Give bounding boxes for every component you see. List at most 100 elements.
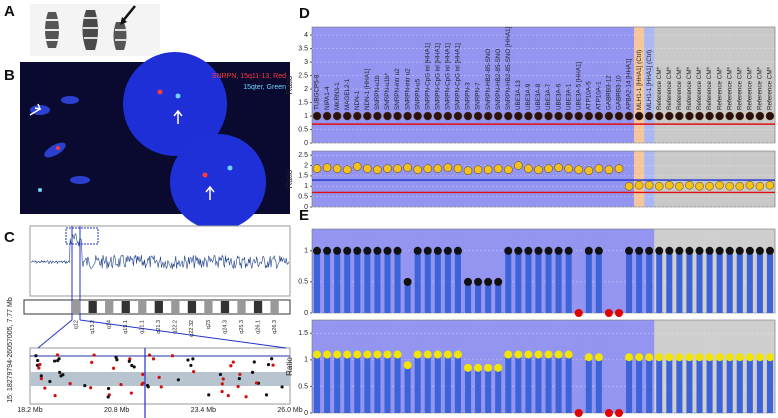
probe-band <box>573 229 585 313</box>
data-point <box>443 163 453 172</box>
cytoband <box>187 301 197 313</box>
bar <box>364 250 371 313</box>
data-point <box>514 161 523 170</box>
probe-label: SNRPN-u5 <box>414 78 421 110</box>
data-point <box>443 111 453 121</box>
chromosome-image <box>30 4 160 56</box>
cytoband-label: q24.3 <box>222 320 228 334</box>
data-point <box>675 111 684 121</box>
data-point <box>554 350 563 359</box>
probe-band <box>543 27 554 143</box>
cytoband-label: q14 <box>107 320 113 329</box>
data-point <box>544 350 553 359</box>
plot-frame <box>311 319 776 414</box>
data-point <box>353 162 362 171</box>
probe-dot <box>244 395 248 399</box>
data-point <box>594 246 603 255</box>
probe-band <box>382 27 393 143</box>
data-point <box>312 111 322 121</box>
probe-dot <box>157 375 161 379</box>
y-tick-label: 2.5 <box>298 152 308 159</box>
probe-label: Reference CM* <box>696 66 703 110</box>
copy-number-trace <box>30 233 289 270</box>
probe-band <box>734 151 746 207</box>
data-point <box>484 277 493 286</box>
probe-legend: 15qter, Green <box>243 84 286 91</box>
probe-band <box>593 27 605 143</box>
data-point <box>524 164 533 173</box>
probe-band <box>372 27 383 143</box>
plot-frame <box>311 26 776 144</box>
probe-band <box>603 151 615 207</box>
probe-label: ATP10A-1 <box>596 81 603 110</box>
probe-dot <box>130 363 134 368</box>
bar <box>656 357 663 413</box>
probe-label: NIPA1-4 <box>324 86 331 110</box>
data-point <box>323 350 332 359</box>
data-point <box>383 246 392 255</box>
probe-dot <box>115 358 119 362</box>
bar <box>585 357 592 413</box>
probe-label: Reference CM* <box>686 66 693 110</box>
bar <box>515 354 522 413</box>
data-point <box>393 246 402 255</box>
probe-band <box>392 27 403 143</box>
data-point <box>473 165 483 174</box>
probe-band <box>412 151 424 207</box>
bar <box>736 250 743 313</box>
data-point <box>322 163 332 172</box>
probe-label: UBE3A-9 <box>525 83 532 110</box>
cytoband <box>237 301 246 313</box>
probe-label: Reference CM* <box>666 66 673 110</box>
probe-band <box>593 151 605 207</box>
cytoband <box>220 301 230 313</box>
data-point <box>725 353 734 362</box>
probe-band <box>573 27 585 143</box>
cytoband-label: q12 <box>73 320 79 329</box>
array-cgh-panel <box>23 225 291 418</box>
data-point <box>343 246 352 255</box>
probe-band <box>583 27 595 143</box>
data-point <box>625 246 634 255</box>
probe-dot <box>106 395 110 399</box>
probe-label: UBE3A-13 <box>515 80 522 110</box>
data-point <box>645 246 654 255</box>
bar <box>676 357 683 413</box>
data-point <box>705 353 714 362</box>
probe-band <box>694 151 705 207</box>
data-point <box>745 353 754 362</box>
probe-band <box>322 151 333 207</box>
data-point <box>594 111 604 121</box>
y-tick-label: 0 <box>304 310 308 317</box>
y-tick-label: 3.5 <box>298 45 308 52</box>
data-point <box>514 111 523 121</box>
data-point <box>514 246 523 255</box>
y-tick-label: 0 <box>304 410 308 417</box>
probe-band <box>523 151 534 207</box>
probe-band <box>503 27 514 143</box>
data-point <box>685 353 694 362</box>
bar <box>666 357 673 413</box>
cytoband-label: q22.32 <box>189 320 195 337</box>
data-point <box>493 164 503 173</box>
probe-band <box>613 229 625 313</box>
fish-image <box>20 52 290 230</box>
bar <box>334 250 341 313</box>
data-point <box>373 111 382 121</box>
data-point <box>343 350 352 359</box>
probe-band <box>462 27 474 143</box>
probe-band <box>553 151 564 207</box>
data-point <box>313 246 322 255</box>
cytoband-label: q21.3 <box>156 320 162 334</box>
data-point <box>534 165 543 174</box>
probe-label: SNRPN-HB2-85-SNO <box>485 49 492 110</box>
data-point <box>383 111 392 121</box>
probe-dot <box>119 382 123 387</box>
probe-label: MAGEL2-1 <box>344 78 351 110</box>
data-point <box>655 246 664 255</box>
data-point <box>715 246 724 255</box>
data-point <box>745 180 755 190</box>
data-point <box>594 353 603 362</box>
bar <box>646 250 653 313</box>
bar <box>585 250 592 313</box>
